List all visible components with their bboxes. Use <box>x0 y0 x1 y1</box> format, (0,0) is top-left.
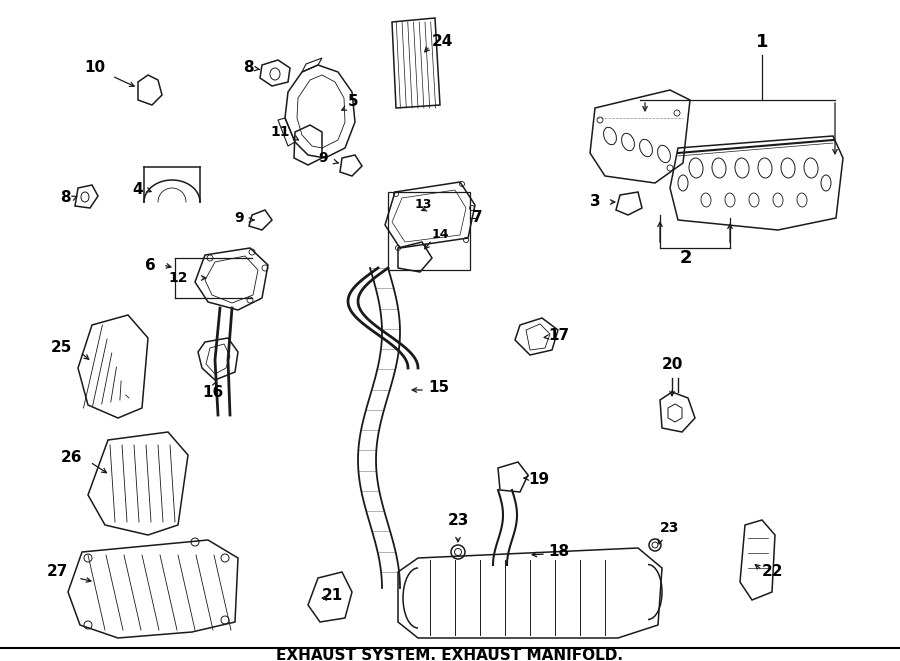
Text: 14: 14 <box>432 229 449 241</box>
Text: 9: 9 <box>319 151 328 165</box>
Text: EXHAUST SYSTEM. EXHAUST MANIFOLD.: EXHAUST SYSTEM. EXHAUST MANIFOLD. <box>276 648 624 661</box>
Text: 20: 20 <box>662 357 683 372</box>
Text: 9: 9 <box>234 211 244 225</box>
Text: 23: 23 <box>660 521 680 535</box>
Text: 17: 17 <box>548 327 569 342</box>
Text: 3: 3 <box>590 194 601 210</box>
Text: 5: 5 <box>348 95 358 110</box>
Text: 8: 8 <box>59 190 70 206</box>
Text: 22: 22 <box>762 564 784 580</box>
Text: 12: 12 <box>168 271 188 285</box>
Text: 19: 19 <box>528 473 549 488</box>
Text: 4: 4 <box>132 182 143 198</box>
Text: 1: 1 <box>756 33 769 51</box>
Bar <box>388 192 470 270</box>
Text: 11: 11 <box>271 125 290 139</box>
Text: 23: 23 <box>447 513 469 528</box>
Text: 7: 7 <box>472 210 482 225</box>
Text: 13: 13 <box>415 198 432 212</box>
Text: 25: 25 <box>50 340 72 356</box>
Text: 15: 15 <box>428 381 449 395</box>
Text: 16: 16 <box>202 385 223 400</box>
Text: 21: 21 <box>321 588 343 602</box>
Text: 10: 10 <box>85 61 105 75</box>
Text: 24: 24 <box>432 34 454 50</box>
Text: 27: 27 <box>47 564 68 580</box>
Text: 26: 26 <box>60 451 82 465</box>
Text: 18: 18 <box>548 545 569 559</box>
Text: 8: 8 <box>243 59 253 75</box>
Text: 2: 2 <box>680 249 692 267</box>
Text: 6: 6 <box>145 258 156 272</box>
